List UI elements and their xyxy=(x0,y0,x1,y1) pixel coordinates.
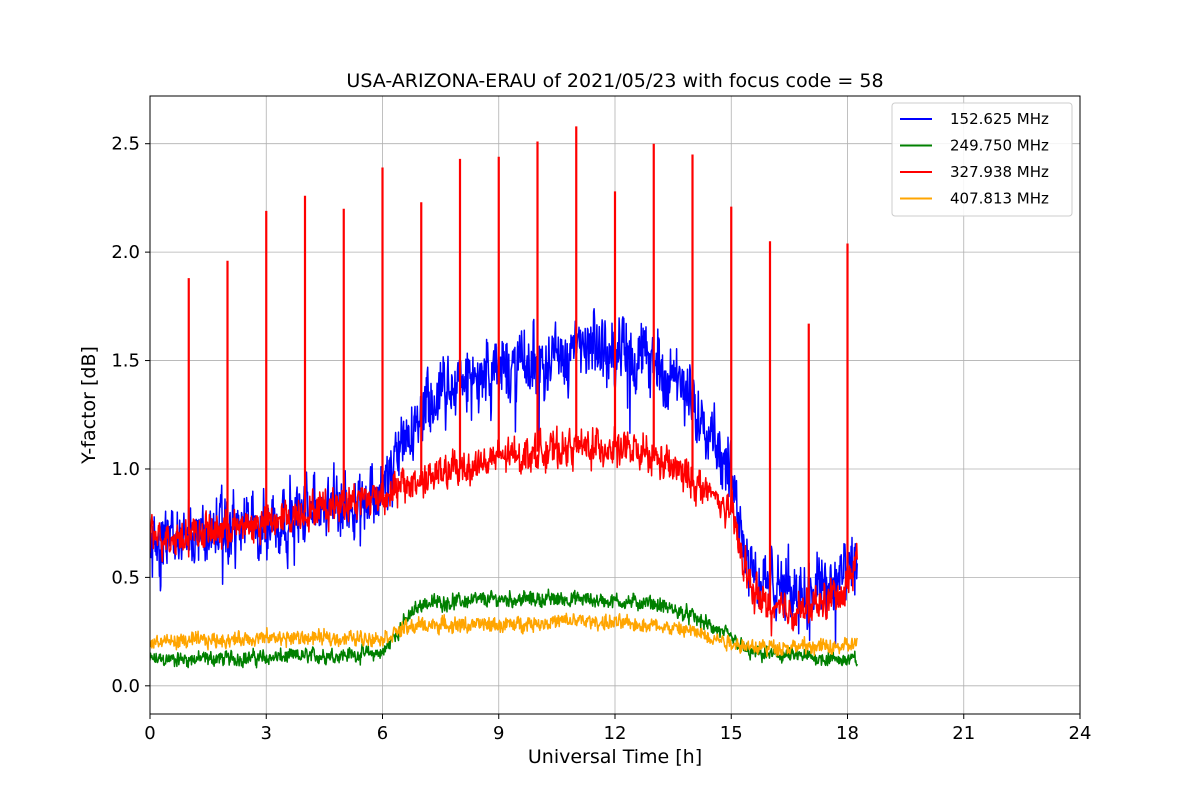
legend-box xyxy=(891,102,1073,217)
x-tick-label: 9 xyxy=(493,723,504,744)
legend-label: 327.938 MHz xyxy=(950,163,1049,181)
y-tick-label: 0.0 xyxy=(111,676,140,697)
x-tick-label: 6 xyxy=(377,723,388,744)
y-tick-label: 2.5 xyxy=(111,134,140,155)
y-tick-label: 2.0 xyxy=(111,242,140,263)
series-line-2 xyxy=(150,425,858,637)
y-tick-label: 1.0 xyxy=(111,459,140,480)
y-tick-label: 0.5 xyxy=(111,567,140,588)
series-line-3 xyxy=(150,612,858,657)
x-tick-label: 15 xyxy=(720,723,743,744)
legend-label: 249.750 MHz xyxy=(950,137,1049,155)
x-tick-label: 3 xyxy=(261,723,272,744)
x-axis: 0 3 6 9 12 15 18 21 24 xyxy=(144,714,1091,744)
series-layer xyxy=(150,126,858,669)
x-tick-label: 0 xyxy=(144,723,155,744)
chart-title: USA-ARIZONA-ERAU of 2021/05/23 with focu… xyxy=(346,70,883,92)
y-tick-label: 1.5 xyxy=(111,351,140,372)
x-axis-label: Universal Time [h] xyxy=(528,746,702,768)
legend-label: 407.813 MHz xyxy=(950,190,1049,208)
series-line-0 xyxy=(150,308,858,648)
x-tick-label: 18 xyxy=(836,723,859,744)
x-tick-label: 12 xyxy=(604,723,627,744)
legend: 152.625 MHz 249.750 MHz 327.938 MHz 407.813… xyxy=(891,102,1073,217)
legend-label: 152.625 MHz xyxy=(950,110,1049,128)
x-tick-label: 24 xyxy=(1069,723,1092,744)
x-tick-label: 21 xyxy=(952,723,975,744)
y-axis: 0.0 0.5 1.0 1.5 2.0 2.5 xyxy=(111,134,150,697)
y-axis-label: Y-factor [dB] xyxy=(78,346,100,465)
